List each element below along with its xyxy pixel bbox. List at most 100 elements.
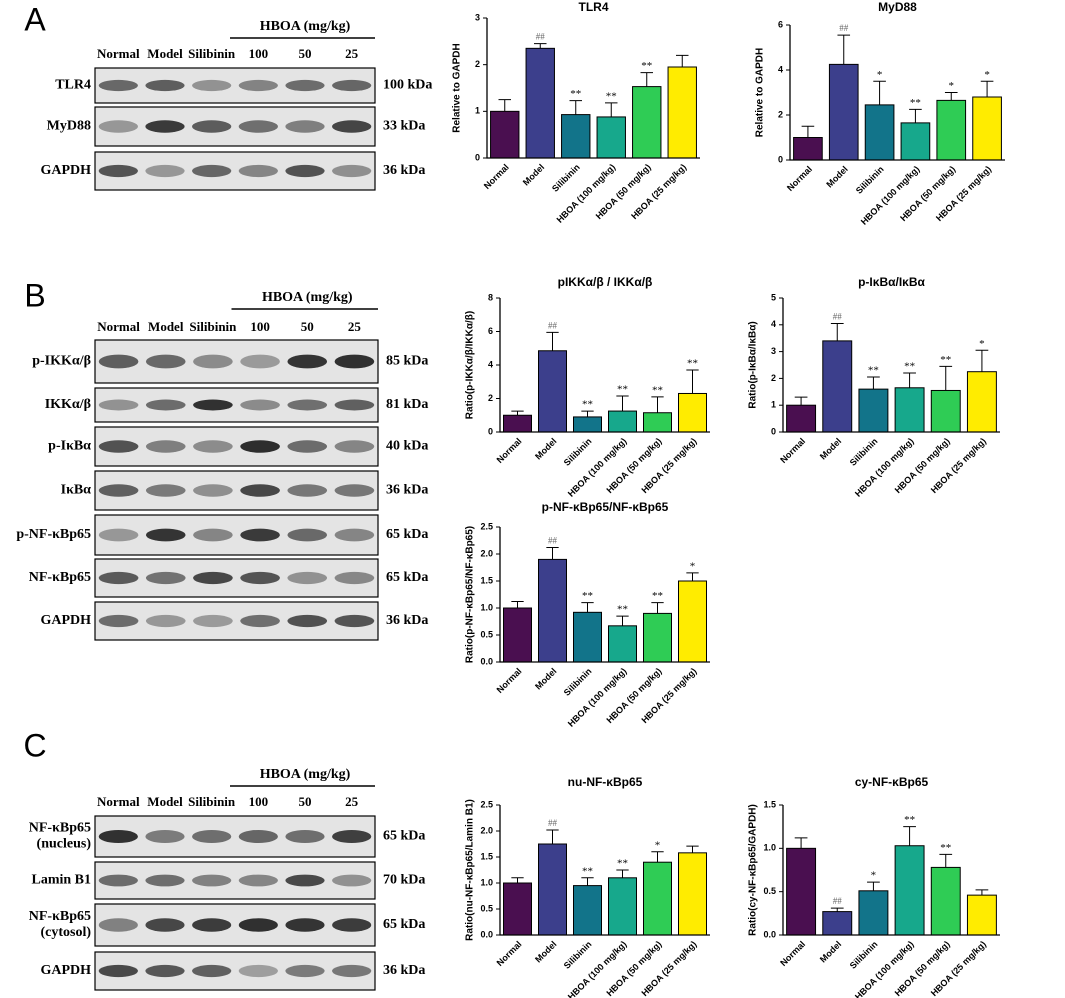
bar xyxy=(972,96,1002,161)
error-bar xyxy=(511,601,524,608)
y-tick-label: 0.0 xyxy=(480,929,493,939)
kda-label: 36 kDa xyxy=(383,163,425,178)
significance: ** xyxy=(641,60,652,72)
bar xyxy=(608,877,637,936)
band xyxy=(238,874,278,887)
kda-label: 70 kDa xyxy=(383,873,425,888)
lane-label: Model xyxy=(147,46,183,61)
band xyxy=(238,79,278,92)
row-label: p-IκBα xyxy=(48,439,91,454)
band xyxy=(238,164,278,178)
band xyxy=(193,399,233,411)
group-header: HBOA (mg/kg) xyxy=(262,290,353,305)
bar xyxy=(858,388,889,433)
band xyxy=(332,164,372,178)
significance: ## xyxy=(548,320,558,330)
x-tick-label: Model xyxy=(533,666,558,691)
x-tick-label: Model xyxy=(533,436,558,461)
error-bar xyxy=(903,826,916,846)
blot xyxy=(94,558,379,598)
x-tick-label: Normal xyxy=(495,436,524,465)
y-tick-label: 2 xyxy=(778,109,783,119)
bar xyxy=(632,86,662,159)
x-tick-label: Model xyxy=(533,939,558,964)
bar xyxy=(643,412,672,433)
bar xyxy=(573,416,602,433)
band xyxy=(98,399,139,411)
y-tick-label: 2.0 xyxy=(480,825,493,835)
bar xyxy=(966,894,997,936)
bar xyxy=(894,387,925,433)
axes xyxy=(782,298,1000,433)
band xyxy=(145,440,186,453)
band xyxy=(145,528,186,542)
band xyxy=(145,918,185,932)
significance: * xyxy=(949,80,955,92)
row-label: GAPDH xyxy=(40,163,91,178)
significance: ** xyxy=(582,399,593,411)
significance: * xyxy=(690,560,696,572)
error-bar xyxy=(903,372,916,388)
significance: ** xyxy=(617,604,628,616)
band xyxy=(145,874,185,887)
error-bar xyxy=(581,410,594,417)
x-tick-label: Model xyxy=(521,162,546,187)
error-bar xyxy=(640,72,653,87)
bar xyxy=(936,99,967,161)
x-tick-label: Model xyxy=(824,164,849,189)
y-tick-label: 5 xyxy=(771,292,776,302)
y-tick-label: 1 xyxy=(475,106,480,116)
error-bar xyxy=(830,322,844,341)
y-tick-label: 2 xyxy=(488,393,493,403)
error-bar xyxy=(581,602,594,613)
chart-title: p-NF-κBp65/NF-κBp65 xyxy=(542,500,669,514)
lane-label: 25 xyxy=(348,319,362,334)
row-label: MyD88 xyxy=(47,119,91,134)
band xyxy=(240,354,280,369)
chart-title: pIKKα/β / IKKα/β xyxy=(558,275,653,289)
band xyxy=(332,874,372,887)
bar xyxy=(643,612,672,663)
significance: ** xyxy=(904,361,915,373)
lane-label: Model xyxy=(148,319,184,334)
error-bar xyxy=(546,829,559,844)
band xyxy=(332,918,372,932)
error-bar xyxy=(616,395,629,412)
kda-label: 33 kDa xyxy=(383,119,425,134)
x-tick-label: Normal xyxy=(778,939,807,968)
y-tick-label: 6 xyxy=(778,19,783,29)
error-bar xyxy=(837,34,851,65)
y-tick-label: 3 xyxy=(771,346,776,356)
band xyxy=(334,399,375,411)
significance: * xyxy=(979,338,985,350)
y-tick-label: 1.0 xyxy=(480,877,493,887)
band xyxy=(287,528,328,542)
x-tick-label: Normal xyxy=(495,666,524,695)
row-label: NF-κBp65 xyxy=(29,909,91,924)
band xyxy=(193,484,233,497)
y-tick-label: 0.5 xyxy=(480,903,493,913)
y-axis-label: Ratio(nu-NF-κBp65/Lamin B1) xyxy=(465,799,476,941)
error-bar xyxy=(498,99,511,112)
band xyxy=(98,440,139,453)
error-bar xyxy=(867,881,880,891)
bar xyxy=(678,852,707,936)
lane-label: Silibinin xyxy=(188,794,236,809)
bar xyxy=(822,340,853,433)
x-tick-label: Silibinin xyxy=(550,162,582,194)
group-header: HBOA (mg/kg) xyxy=(260,767,351,782)
error-bar xyxy=(975,889,989,896)
x-tick-label: Normal xyxy=(778,436,807,465)
blot xyxy=(94,815,376,858)
bar xyxy=(573,611,602,663)
band xyxy=(98,79,138,92)
chart-title: cy-NF-κBp65 xyxy=(855,775,929,789)
band xyxy=(98,918,138,932)
band xyxy=(240,484,280,497)
y-tick-label: 0.5 xyxy=(763,886,776,896)
bar xyxy=(538,558,567,663)
significance: ** xyxy=(940,354,951,366)
significance: ## xyxy=(548,818,558,828)
y-tick-label: 8 xyxy=(488,292,493,302)
blot xyxy=(94,151,376,191)
